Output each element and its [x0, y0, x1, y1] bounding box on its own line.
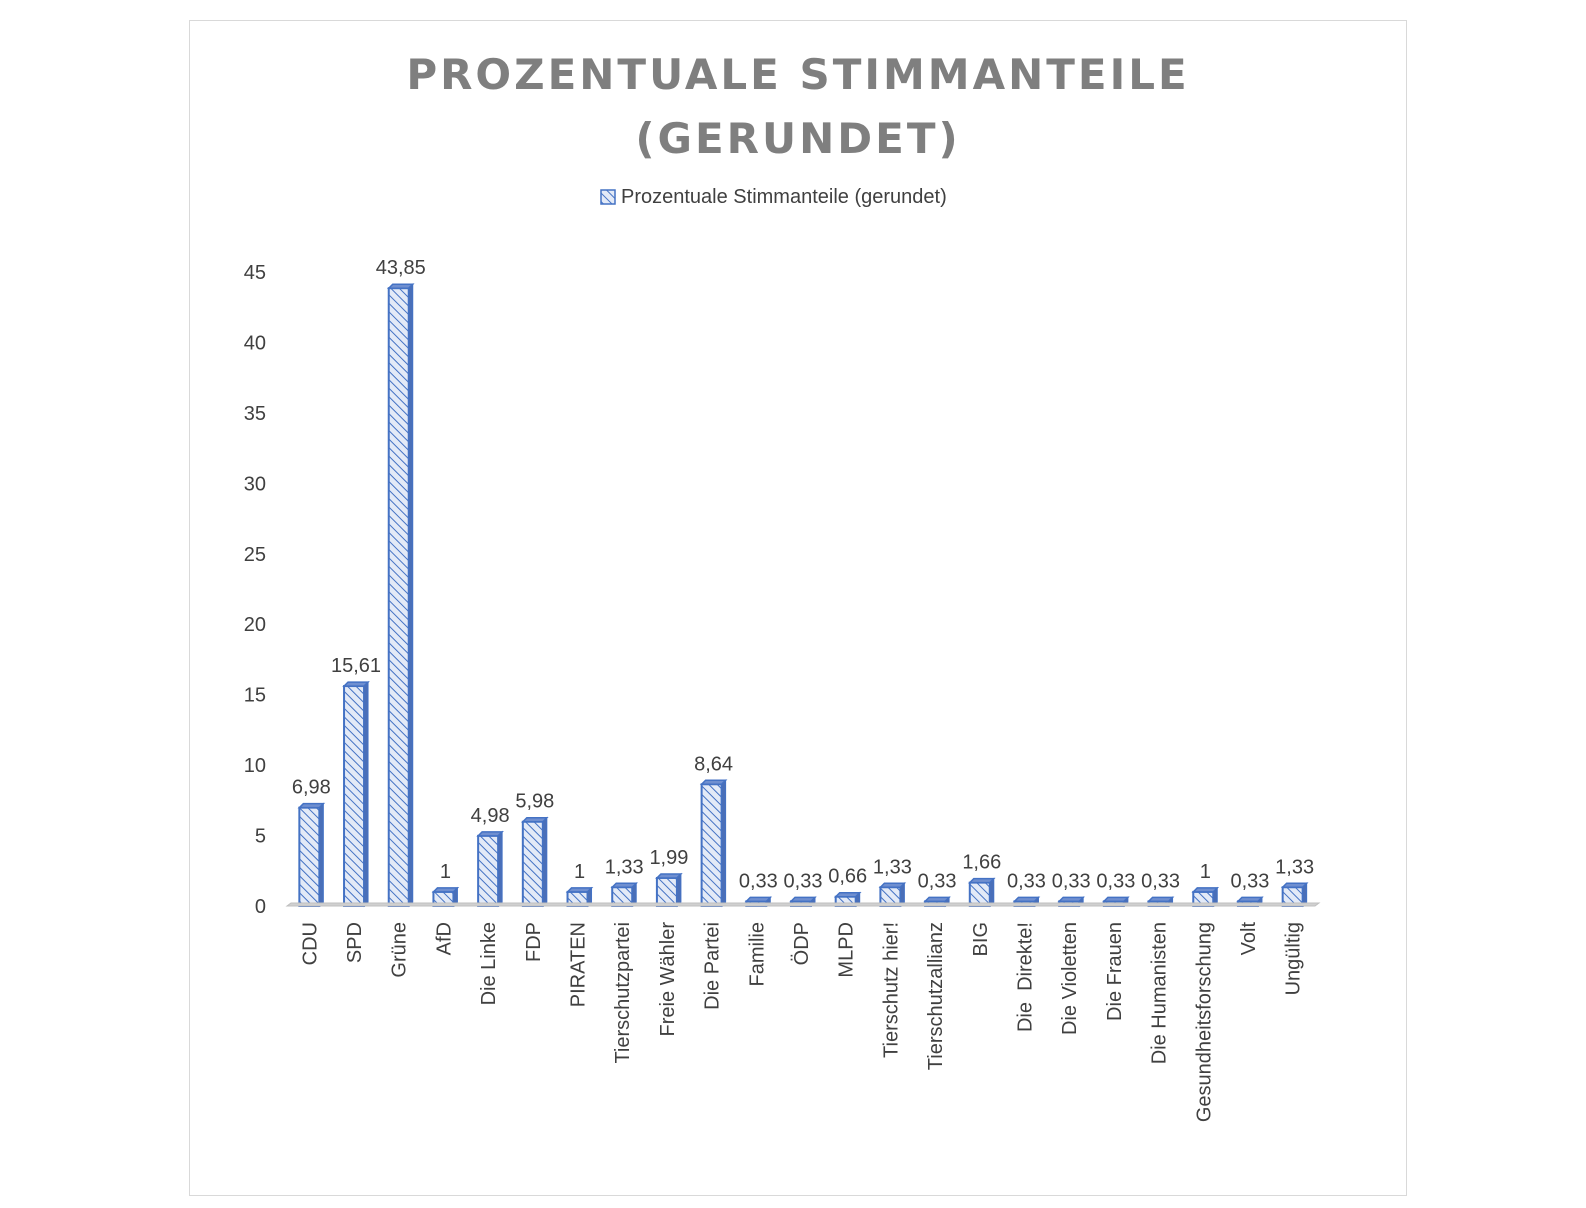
- data-label: 0,33: [1230, 870, 1269, 892]
- data-label: 0,66: [828, 866, 867, 888]
- data-label: 5,98: [515, 791, 554, 813]
- y-axis: 0 5 10 15 20 25 30 35 40 45: [244, 262, 266, 918]
- bar: [655, 876, 678, 908]
- bar-side: [721, 779, 727, 908]
- data-label: 8,64: [694, 753, 733, 775]
- bar: [298, 806, 321, 907]
- bar-side: [497, 830, 503, 908]
- data-label: 1,33: [605, 856, 644, 878]
- bar-side: [318, 802, 324, 908]
- category-label: Gesundheitsforschung: [1193, 922, 1215, 1122]
- category-label: Familie: [746, 922, 768, 986]
- data-label: 1,66: [962, 852, 1001, 874]
- category-label: Tierschutzpartei: [612, 922, 634, 1064]
- x-axis: CDU SPD Grüne AfD Die Linke FDP PIRATEN Tiersch…: [285, 902, 1321, 1122]
- bar: [477, 834, 500, 908]
- legend-swatch: [600, 189, 616, 205]
- y-tick-label: 35: [244, 403, 266, 425]
- category-label: SPD: [344, 922, 366, 963]
- category-label: Freie Wähler: [657, 922, 679, 1037]
- data-label: 0,33: [1007, 870, 1046, 892]
- bar-side: [631, 882, 637, 908]
- bar: [968, 881, 991, 907]
- y-tick-label: 15: [244, 685, 266, 707]
- data-label: 6,98: [292, 777, 331, 799]
- chart-title-line-1: PROZENTUALE STIMMANTEILE: [406, 50, 1190, 99]
- category-label: Die Violetten: [1059, 922, 1081, 1035]
- category-label: Die Linke: [478, 922, 500, 1005]
- category-label: MLPD: [836, 922, 858, 978]
- data-label: 1,99: [649, 847, 688, 869]
- y-tick-label: 0: [255, 896, 266, 918]
- category-label: ÖDP: [791, 922, 813, 965]
- category-label: Die Partei: [702, 922, 724, 1010]
- data-label: 1: [440, 861, 451, 883]
- bar-side: [363, 680, 369, 908]
- data-label: 1,33: [873, 856, 912, 878]
- category-label: Tierschutzallianz: [925, 922, 947, 1070]
- data-label: 1: [1200, 861, 1211, 883]
- category-label: PIRATEN: [568, 922, 590, 1007]
- legend: Prozentuale Stimmanteile (gerundet): [600, 186, 947, 208]
- data-label: 0,33: [784, 870, 823, 892]
- bar-side: [1302, 882, 1308, 908]
- y-tick-label: 45: [244, 262, 266, 284]
- category-label: FDP: [523, 922, 545, 962]
- bar: [343, 685, 366, 907]
- bar: [700, 783, 723, 907]
- y-tick-label: 20: [244, 614, 266, 636]
- category-label: Die Direkte!: [1014, 922, 1036, 1032]
- bar: [387, 287, 410, 907]
- bar-side: [899, 882, 905, 908]
- data-label: 1,33: [1275, 856, 1314, 878]
- category-label: BIG: [970, 922, 992, 956]
- legend-label: Prozentuale Stimmanteile (gerundet): [621, 186, 947, 208]
- bar-side: [676, 872, 682, 908]
- data-label: 43,85: [376, 257, 426, 279]
- bar: [521, 820, 544, 908]
- data-label: 0,33: [1096, 870, 1135, 892]
- category-label: Tierschutz hier!: [880, 922, 902, 1058]
- data-label: 1: [574, 861, 585, 883]
- data-label: 0,33: [1141, 870, 1180, 892]
- y-tick-label: 30: [244, 473, 266, 495]
- x-axis-line: [285, 902, 1321, 907]
- y-tick-label: 10: [244, 755, 266, 777]
- chart-title-line-2: (GERUNDET): [635, 114, 961, 163]
- chart-title: PROZENTUALE STIMMANTEILE (GERUNDET): [190, 43, 1406, 171]
- bar-side: [989, 877, 995, 908]
- data-label: 0,33: [739, 870, 778, 892]
- data-label: 15,61: [331, 655, 381, 677]
- bar-side: [1212, 886, 1218, 908]
- category-label: Ungültig: [1283, 922, 1305, 995]
- category-label: Grüne: [389, 922, 411, 978]
- category-label: CDU: [299, 922, 321, 965]
- y-tick-label: 40: [244, 332, 266, 354]
- category-label: AfD: [433, 922, 455, 955]
- category-label: Volt: [1238, 922, 1260, 956]
- data-label: 0,33: [918, 870, 957, 892]
- bar-side: [542, 816, 548, 908]
- bar-side: [587, 886, 593, 908]
- data-label: 4,98: [471, 805, 510, 827]
- y-tick-label: 5: [255, 826, 266, 848]
- data-label: 0,33: [1052, 870, 1091, 892]
- y-tick-label: 25: [244, 544, 266, 566]
- bar-side: [408, 282, 414, 908]
- category-label: Die Frauen: [1104, 922, 1126, 1021]
- bar-side: [452, 886, 458, 908]
- category-label: Die Humanisten: [1149, 922, 1171, 1064]
